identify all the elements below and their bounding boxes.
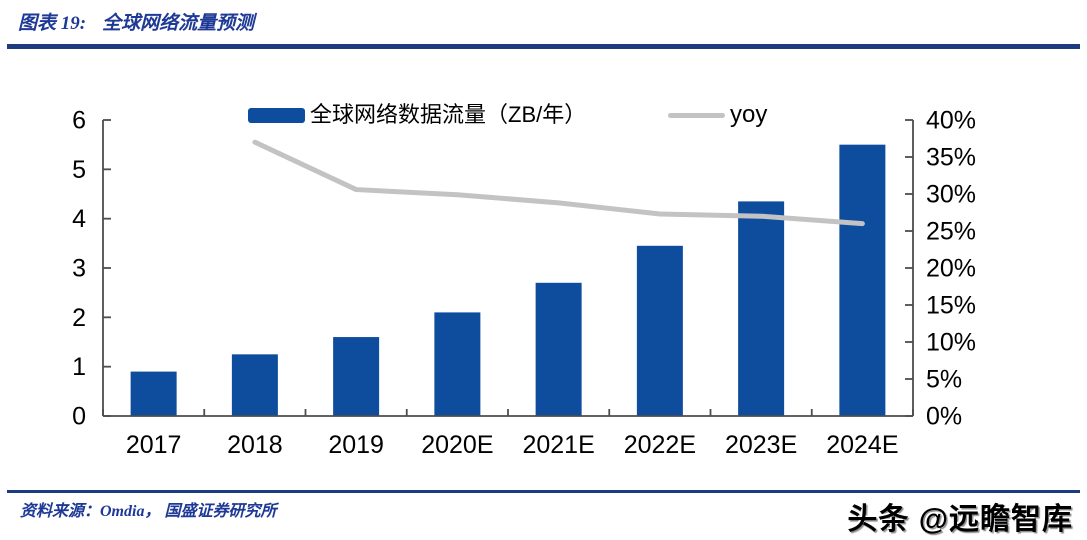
right-axis-label: 20% bbox=[926, 255, 976, 283]
right-axis-label: 25% bbox=[926, 218, 976, 246]
bar-2021E bbox=[535, 282, 582, 416]
bar-2024E bbox=[839, 144, 886, 416]
figure-number-label: 图表 19: bbox=[18, 13, 87, 34]
bar-2023E bbox=[738, 201, 785, 416]
x-axis-label-2024E: 2024E bbox=[826, 431, 898, 459]
left-axis-label: 1 bbox=[72, 353, 86, 381]
legend-label-traffic: 全球网络数据流量（ZB/年） bbox=[310, 102, 587, 127]
yoy-legend-swatch bbox=[668, 112, 725, 118]
right-axis-label: 35% bbox=[926, 144, 976, 172]
right-axis-label: 5% bbox=[926, 366, 962, 394]
left-axis-label: 2 bbox=[72, 304, 86, 332]
x-axis-label-2021E: 2021E bbox=[522, 431, 594, 459]
x-axis-label-2022E: 2022E bbox=[624, 431, 696, 459]
left-axis-label: 5 bbox=[72, 156, 86, 184]
bar-2017 bbox=[130, 371, 177, 416]
right-axis-label: 40% bbox=[926, 107, 976, 135]
right-axis-label: 10% bbox=[926, 329, 976, 357]
x-axis-label-2023E: 2023E bbox=[725, 431, 797, 459]
watermark-text: 头条 @远瞻智库 bbox=[847, 503, 1073, 536]
bar-legend-swatch bbox=[248, 107, 305, 123]
x-axis-label-2019: 2019 bbox=[328, 431, 384, 459]
source-text: 资料来源：Omdia， 国盛证券研究所 bbox=[20, 503, 277, 520]
legend-label-yoy: yoy bbox=[730, 101, 768, 128]
bar-2020E bbox=[434, 312, 481, 416]
x-axis-label-2020E: 2020E bbox=[421, 431, 493, 459]
legend-item-yoy: yoy bbox=[668, 103, 767, 127]
right-axis-label: 15% bbox=[926, 292, 976, 320]
bar-2022E bbox=[636, 245, 683, 416]
x-axis-label-2018: 2018 bbox=[227, 431, 283, 459]
left-axis-label: 4 bbox=[72, 205, 86, 233]
figure-header: 图表 19: 全球网络流量预测 bbox=[18, 8, 254, 35]
x-axis-label-2017: 2017 bbox=[126, 431, 182, 459]
left-axis-label: 6 bbox=[72, 107, 86, 135]
top-divider bbox=[7, 44, 1080, 49]
chart-legend: 全球网络数据流量（ZB/年） yoy bbox=[0, 103, 1087, 127]
footer-divider bbox=[7, 490, 1080, 493]
bar-2018 bbox=[231, 354, 278, 416]
legend-item-traffic: 全球网络数据流量（ZB/年） bbox=[248, 103, 586, 127]
right-axis-label: 30% bbox=[926, 181, 976, 209]
bar-2019 bbox=[333, 337, 380, 416]
yoy-line bbox=[252, 139, 865, 227]
page-title: 全球网络流量预测 bbox=[102, 13, 255, 34]
right-axis-label: 0% bbox=[926, 403, 962, 431]
left-axis-label: 0 bbox=[72, 403, 86, 431]
left-axis-label: 3 bbox=[72, 255, 86, 283]
